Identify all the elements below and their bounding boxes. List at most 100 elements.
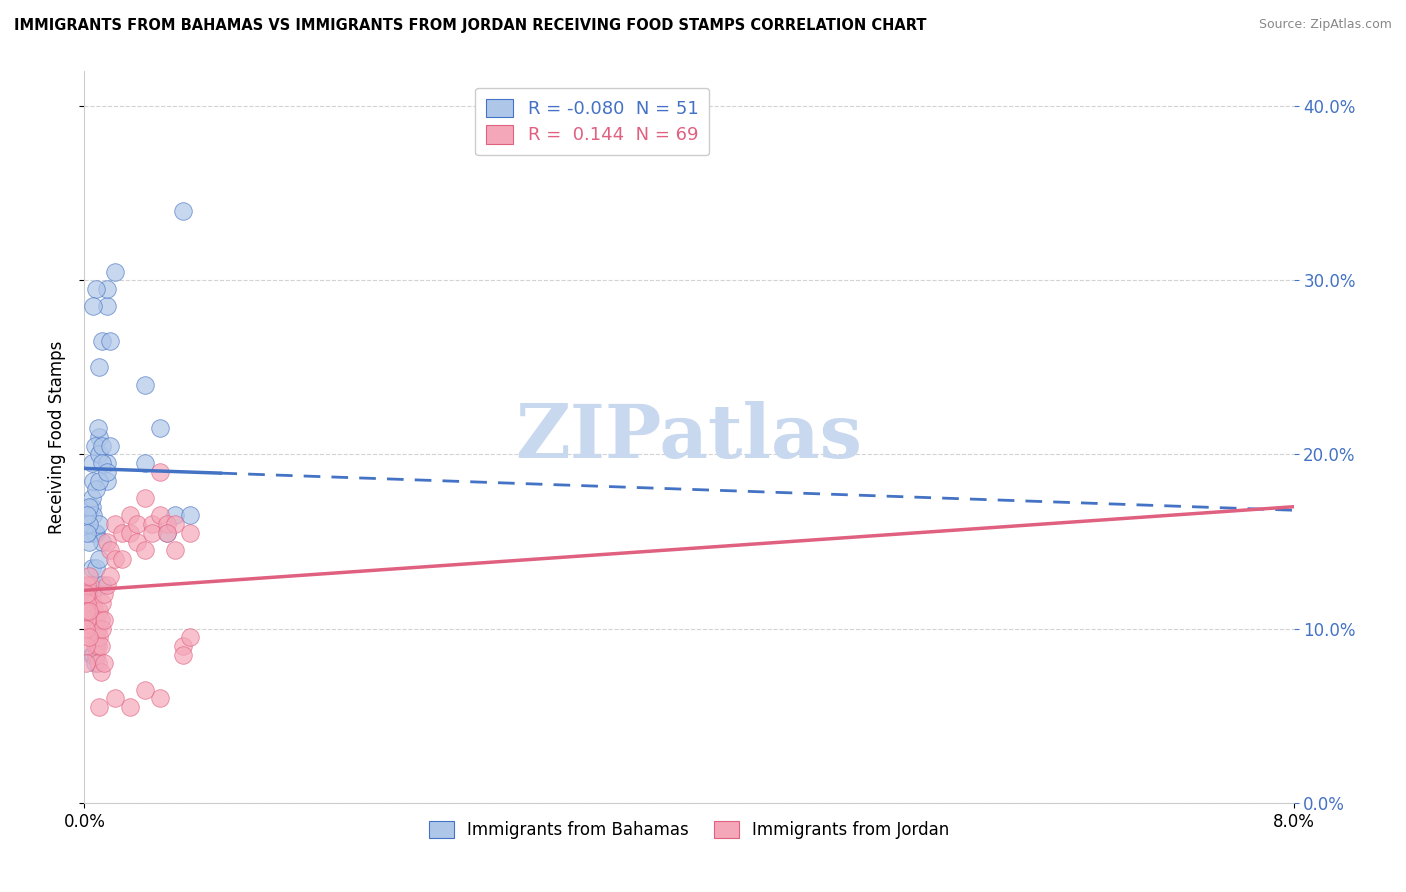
Point bbox=[172, 648, 194, 662]
Point bbox=[111, 525, 134, 540]
Text: ZIPatlas: ZIPatlas bbox=[516, 401, 862, 474]
Point bbox=[89, 631, 111, 645]
Point bbox=[90, 613, 112, 627]
Point bbox=[82, 578, 104, 592]
Point bbox=[165, 543, 187, 558]
Point bbox=[76, 595, 98, 609]
Point bbox=[84, 525, 107, 540]
Point bbox=[118, 508, 141, 523]
Point bbox=[111, 552, 134, 566]
Point bbox=[98, 334, 121, 349]
Point bbox=[84, 622, 107, 636]
Point bbox=[76, 613, 98, 627]
Point bbox=[91, 456, 114, 470]
Point bbox=[91, 439, 114, 453]
Point bbox=[172, 203, 194, 218]
Point bbox=[91, 578, 114, 592]
Point bbox=[91, 534, 114, 549]
Point bbox=[96, 282, 118, 296]
Point bbox=[118, 525, 141, 540]
Point bbox=[80, 456, 103, 470]
Point bbox=[104, 265, 127, 279]
Point bbox=[75, 604, 97, 618]
Point bbox=[77, 604, 100, 618]
Point bbox=[75, 657, 97, 671]
Point bbox=[149, 421, 172, 435]
Point bbox=[90, 639, 112, 653]
Point bbox=[76, 525, 98, 540]
Point bbox=[134, 456, 156, 470]
Point bbox=[96, 474, 118, 488]
Point bbox=[84, 657, 107, 671]
Point bbox=[134, 543, 156, 558]
Point bbox=[87, 639, 110, 653]
Point bbox=[96, 534, 118, 549]
Point bbox=[104, 552, 127, 566]
Point bbox=[86, 631, 108, 645]
Point bbox=[90, 665, 112, 680]
Point bbox=[77, 587, 100, 601]
Point bbox=[98, 543, 121, 558]
Point bbox=[87, 657, 110, 671]
Point bbox=[80, 587, 103, 601]
Point bbox=[86, 282, 108, 296]
Point bbox=[82, 631, 104, 645]
Point bbox=[86, 648, 108, 662]
Point bbox=[165, 517, 187, 532]
Point bbox=[82, 613, 104, 627]
Point bbox=[96, 465, 118, 479]
Point bbox=[156, 525, 179, 540]
Point bbox=[91, 334, 114, 349]
Point bbox=[172, 639, 194, 653]
Point bbox=[89, 604, 111, 618]
Point bbox=[98, 569, 121, 583]
Point bbox=[93, 587, 115, 601]
Text: Source: ZipAtlas.com: Source: ZipAtlas.com bbox=[1258, 18, 1392, 31]
Y-axis label: Receiving Food Stamps: Receiving Food Stamps bbox=[48, 341, 66, 533]
Point bbox=[179, 508, 201, 523]
Point bbox=[165, 508, 187, 523]
Point bbox=[77, 534, 100, 549]
Point bbox=[75, 622, 97, 636]
Point bbox=[104, 691, 127, 706]
Point bbox=[127, 517, 149, 532]
Point bbox=[86, 483, 108, 497]
Point bbox=[134, 377, 156, 392]
Point bbox=[86, 639, 108, 653]
Point bbox=[141, 517, 163, 532]
Point bbox=[89, 448, 111, 462]
Point bbox=[91, 595, 114, 609]
Point bbox=[86, 525, 108, 540]
Point bbox=[156, 517, 179, 532]
Point bbox=[89, 517, 111, 532]
Point bbox=[84, 439, 107, 453]
Point bbox=[77, 569, 100, 583]
Point bbox=[134, 682, 156, 697]
Point bbox=[80, 648, 103, 662]
Point bbox=[96, 300, 118, 314]
Point bbox=[89, 552, 111, 566]
Point bbox=[84, 604, 107, 618]
Point bbox=[86, 613, 108, 627]
Point bbox=[141, 525, 163, 540]
Point bbox=[82, 474, 104, 488]
Point bbox=[80, 491, 103, 505]
Point bbox=[93, 613, 115, 627]
Point bbox=[98, 439, 121, 453]
Point bbox=[82, 300, 104, 314]
Point bbox=[76, 508, 98, 523]
Point bbox=[86, 560, 108, 574]
Point bbox=[82, 508, 104, 523]
Point bbox=[89, 474, 111, 488]
Point bbox=[75, 639, 97, 653]
Point bbox=[96, 578, 118, 592]
Point bbox=[179, 631, 201, 645]
Point bbox=[149, 465, 172, 479]
Text: IMMIGRANTS FROM BAHAMAS VS IMMIGRANTS FROM JORDAN RECEIVING FOOD STAMPS CORRELAT: IMMIGRANTS FROM BAHAMAS VS IMMIGRANTS FR… bbox=[14, 18, 927, 33]
Point bbox=[127, 534, 149, 549]
Point bbox=[82, 595, 104, 609]
Point bbox=[89, 700, 111, 714]
Point bbox=[91, 622, 114, 636]
Point bbox=[80, 560, 103, 574]
Point bbox=[80, 604, 103, 618]
